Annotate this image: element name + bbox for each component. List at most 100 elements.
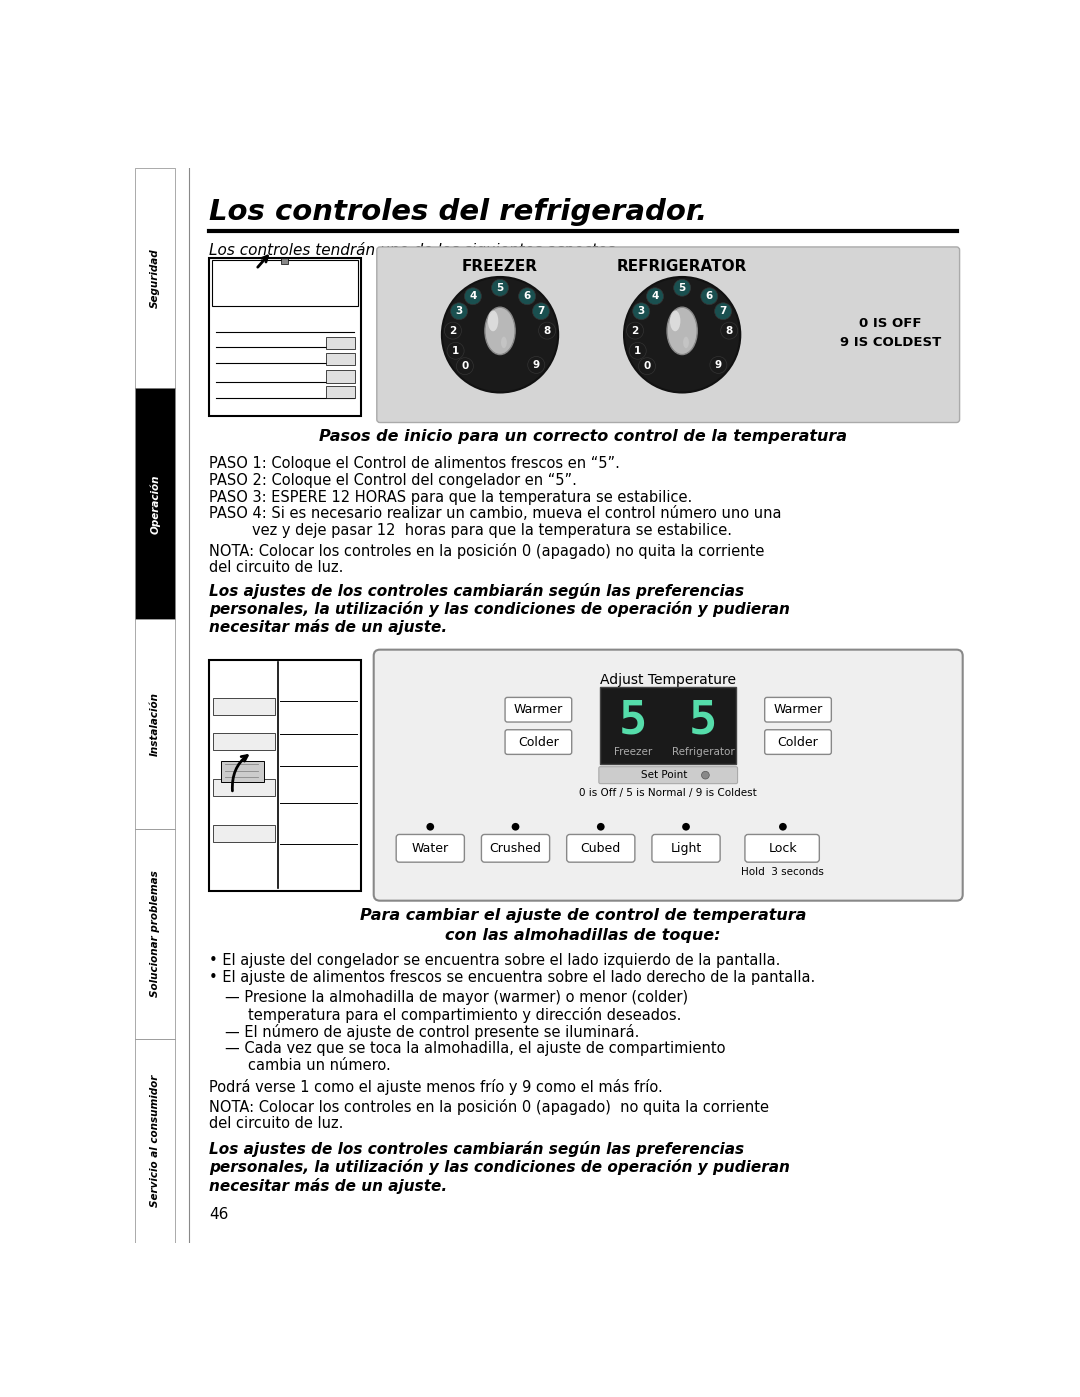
Text: — Presione la almohadilla de mayor (warmer) o menor (colder): — Presione la almohadilla de mayor (warm… — [225, 990, 688, 1004]
Text: necesitar más de un ajuste.: necesitar más de un ajuste. — [210, 1178, 447, 1194]
Bar — [221, 760, 264, 782]
Circle shape — [647, 288, 663, 305]
Text: Crushed: Crushed — [489, 842, 541, 855]
Text: 5: 5 — [689, 698, 718, 743]
Text: 46: 46 — [210, 1207, 229, 1222]
Text: 0 IS OFF: 0 IS OFF — [860, 317, 922, 330]
Circle shape — [624, 277, 740, 393]
Circle shape — [539, 323, 555, 339]
Text: 1: 1 — [634, 346, 642, 356]
Circle shape — [701, 288, 718, 305]
Text: 3: 3 — [456, 306, 462, 316]
Ellipse shape — [488, 310, 498, 331]
Text: Los ajustes de los controles cambiarán según las preferencias: Los ajustes de los controles cambiarán s… — [210, 1141, 744, 1157]
Bar — [210, 257, 361, 415]
Bar — [210, 659, 361, 891]
Text: Colder: Colder — [778, 736, 819, 749]
Text: Operación: Operación — [150, 474, 161, 534]
Bar — [326, 370, 355, 383]
Text: personales, la utilización y las condiciones de operación y pudieran: personales, la utilización y las condici… — [210, 1160, 791, 1175]
Text: Freezer: Freezer — [613, 747, 652, 757]
Circle shape — [447, 342, 464, 359]
Circle shape — [491, 279, 509, 296]
Ellipse shape — [667, 307, 698, 355]
FancyBboxPatch shape — [377, 247, 960, 422]
Text: REFRIGERATOR: REFRIGERATOR — [617, 260, 747, 274]
Text: FREEZER: FREEZER — [462, 260, 538, 274]
Text: 5: 5 — [619, 698, 647, 743]
Bar — [281, 257, 288, 264]
Circle shape — [457, 358, 473, 374]
Text: — Cada vez que se toca la almohadilla, el ajuste de compartimiento: — Cada vez que se toca la almohadilla, e… — [225, 1041, 726, 1056]
Text: 0 is Off / 5 is Normal / 9 is Coldest: 0 is Off / 5 is Normal / 9 is Coldest — [579, 788, 757, 798]
Text: 7: 7 — [537, 306, 544, 316]
Text: PASO 3: ESPERE 12 HORAS para que la temperatura se estabilice.: PASO 3: ESPERE 12 HORAS para que la temp… — [210, 489, 692, 504]
Ellipse shape — [501, 337, 507, 348]
Text: 4: 4 — [469, 291, 476, 302]
Text: Cubed: Cubed — [581, 842, 621, 855]
Text: 7: 7 — [719, 306, 727, 316]
Text: Para cambiar el ajuste de control de temperatura: Para cambiar el ajuste de control de tem… — [360, 908, 806, 923]
Text: Los ajustes de los controles cambiarán según las preferencias: Los ajustes de los controles cambiarán s… — [210, 584, 744, 599]
Text: Warmer: Warmer — [514, 703, 563, 717]
Text: 9: 9 — [715, 360, 721, 370]
Circle shape — [532, 303, 550, 320]
Circle shape — [715, 303, 731, 320]
Circle shape — [464, 288, 482, 305]
Text: — El número de ajuste de control presente se iluminará.: — El número de ajuste de control present… — [225, 1024, 639, 1039]
Circle shape — [444, 323, 461, 339]
Bar — [212, 260, 359, 306]
Text: necesitar más de un ajuste.: necesitar más de un ajuste. — [210, 619, 447, 634]
Text: Instalación: Instalación — [150, 693, 160, 756]
Text: 5: 5 — [497, 282, 503, 293]
Text: • El ajuste del congelador se encuentra sobre el lado izquierdo de la pantalla.: • El ajuste del congelador se encuentra … — [210, 953, 781, 968]
FancyBboxPatch shape — [765, 697, 832, 722]
Text: con las almohadillas de toque:: con las almohadillas de toque: — [445, 929, 720, 943]
Bar — [213, 733, 274, 750]
Bar — [135, 168, 175, 388]
Text: Servicio al consumidor: Servicio al consumidor — [150, 1074, 160, 1207]
Text: 0: 0 — [644, 362, 650, 372]
Text: cambia un número.: cambia un número. — [248, 1058, 391, 1073]
Text: 4: 4 — [651, 291, 659, 302]
Circle shape — [450, 303, 468, 320]
Text: 0: 0 — [461, 362, 469, 372]
Bar — [600, 686, 735, 764]
Text: Lock: Lock — [769, 842, 797, 855]
Text: Light: Light — [671, 842, 702, 855]
Text: Solucionar problemas: Solucionar problemas — [150, 870, 160, 997]
Circle shape — [427, 823, 434, 831]
Ellipse shape — [485, 307, 515, 355]
Bar — [135, 168, 189, 1243]
Text: 2: 2 — [449, 326, 457, 335]
Text: Refrigerator: Refrigerator — [672, 747, 734, 757]
Text: 1: 1 — [451, 346, 459, 356]
Text: Hold  3 seconds: Hold 3 seconds — [742, 866, 824, 877]
Text: temperatura para el compartimiento y dirección deseados.: temperatura para el compartimiento y dir… — [248, 1007, 681, 1023]
Circle shape — [638, 358, 656, 374]
Text: 6: 6 — [705, 291, 713, 302]
Text: personales, la utilización y las condiciones de operación y pudieran: personales, la utilización y las condici… — [210, 601, 791, 617]
Circle shape — [512, 823, 519, 831]
Text: Los controles del refrigerador.: Los controles del refrigerador. — [210, 197, 707, 226]
Text: Seguridad: Seguridad — [150, 249, 160, 307]
Bar — [135, 1039, 175, 1243]
Circle shape — [442, 277, 558, 393]
Circle shape — [528, 356, 544, 373]
FancyBboxPatch shape — [765, 729, 832, 754]
Ellipse shape — [670, 310, 680, 331]
Circle shape — [720, 323, 738, 339]
Text: NOTA: Colocar los controles en la posición 0 (apagado) no quita la corriente: NOTA: Colocar los controles en la posici… — [210, 543, 765, 559]
Circle shape — [779, 823, 786, 831]
Text: 8: 8 — [726, 326, 733, 335]
Text: NOTA: Colocar los controles en la posición 0 (apagado)  no quita la corriente: NOTA: Colocar los controles en la posici… — [210, 1099, 769, 1115]
Text: 9: 9 — [532, 360, 540, 370]
Bar — [213, 826, 274, 842]
FancyBboxPatch shape — [567, 834, 635, 862]
Bar — [326, 352, 355, 365]
Text: Los controles tendrán uno de los siguientes aspectos:: Los controles tendrán uno de los siguien… — [210, 242, 621, 258]
FancyBboxPatch shape — [396, 834, 464, 862]
Ellipse shape — [684, 337, 689, 348]
Text: Podrá verse 1 como el ajuste menos frío y 9 como el más frío.: Podrá verse 1 como el ajuste menos frío … — [210, 1080, 663, 1095]
Circle shape — [710, 356, 727, 373]
